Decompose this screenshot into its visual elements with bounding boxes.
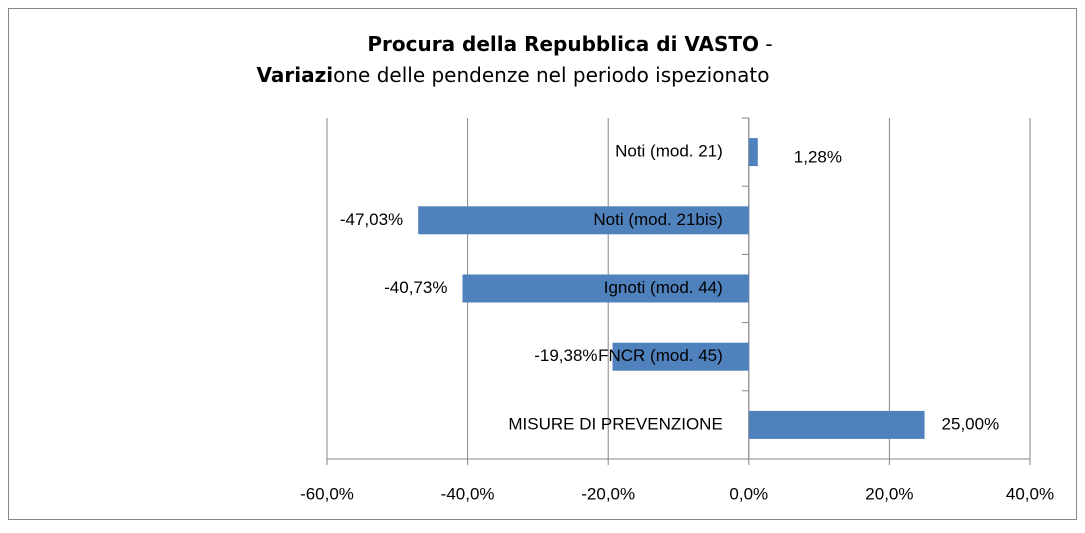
x-tick-label: -60,0% (300, 484, 354, 503)
x-tick-label: 20,0% (865, 484, 913, 503)
x-tick-label: -40,0% (441, 484, 495, 503)
value-label: 25,00% (942, 414, 1000, 433)
category-label: MISURE DI PREVENZIONE (508, 414, 722, 433)
value-label: -40,73% (384, 278, 447, 297)
category-label: FNCR (mod. 45) (598, 346, 723, 365)
x-tick-label: 40,0% (1006, 484, 1054, 503)
title-run: Procura della Repubblica di VASTO (367, 32, 759, 56)
bar (748, 138, 758, 167)
bar (462, 274, 749, 303)
title-run: Variazi (257, 63, 334, 87)
value-label: -19,38% (534, 346, 597, 365)
category-label: Noti (mod. 21bis) (593, 210, 722, 229)
title-run: one delle pendenze nel periodo ispeziona… (333, 63, 769, 87)
value-label: 1,28% (794, 148, 842, 167)
bar (418, 206, 749, 235)
chart-subtitle: Variazione delle pendenze nel periodo is… (257, 63, 770, 87)
bar (748, 410, 925, 439)
value-label: -47,03% (340, 210, 403, 229)
title-run: - (759, 32, 773, 56)
x-tick-label: 0,0% (729, 484, 768, 503)
chart-title: Procura della Repubblica di VASTO - (367, 32, 772, 56)
bar (612, 342, 749, 371)
category-label: Ignoti (mod. 44) (604, 278, 723, 297)
x-tick-label: -20,0% (581, 484, 635, 503)
category-label: Noti (mod. 21) (615, 142, 723, 161)
